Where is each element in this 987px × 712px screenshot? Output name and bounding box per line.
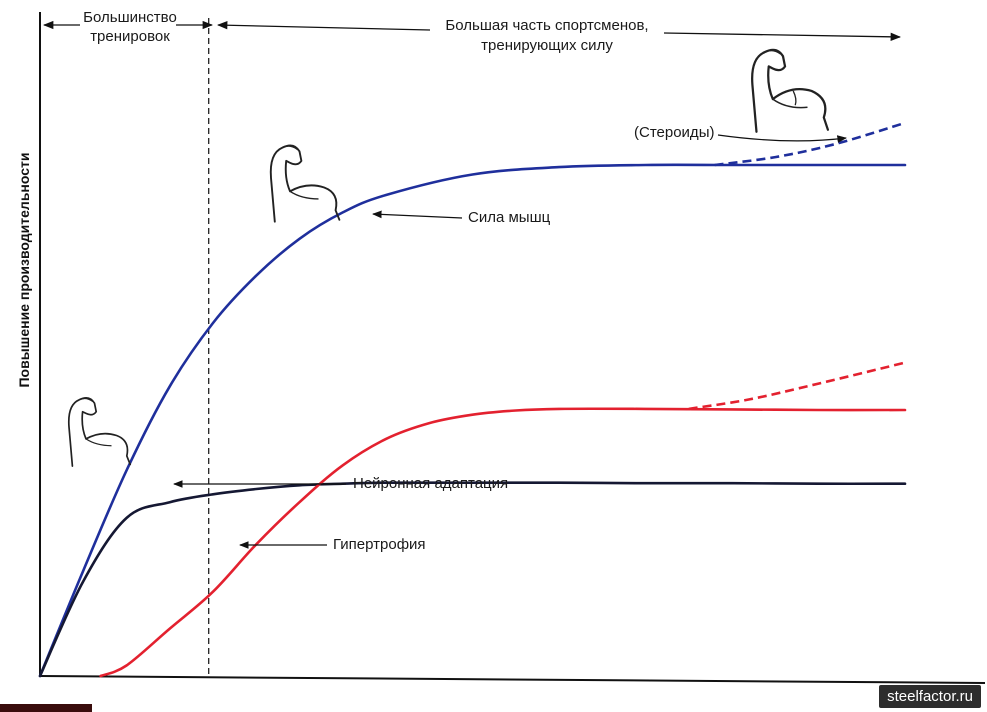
edge-bar <box>0 704 92 712</box>
steroids-label-arrow <box>717 134 847 143</box>
phase-early-label-2: тренировок <box>90 28 170 45</box>
projection-line-strength <box>714 121 906 167</box>
neural-label: Нейронная адаптация <box>353 475 508 492</box>
phase-late-arrow-left <box>216 21 431 31</box>
steroids-label: (Стероиды) <box>634 124 714 141</box>
series-line-neural <box>38 481 907 678</box>
flexed-arm-icon-medium <box>269 144 341 223</box>
strength-label-arrow <box>372 210 463 219</box>
flexed-arm-icon-large <box>751 48 830 133</box>
phase-early-label-1: Большинство <box>83 9 177 26</box>
phase-late-arrow-right <box>663 32 902 42</box>
y-axis-label: Повышение производительности <box>16 153 32 388</box>
x-axis <box>39 675 986 684</box>
hypertrophy-label: Гипертрофия <box>333 536 426 553</box>
flexed-arm-icon-small <box>67 397 132 467</box>
watermark: steelfactor.ru <box>879 685 981 708</box>
series-line-strength <box>38 163 907 678</box>
phase-late-label-2: тренирующих силу <box>481 37 613 54</box>
phase-late-label-1: Большая часть спортсменов, <box>445 17 648 34</box>
strength-label: Сила мышц <box>468 209 551 226</box>
series-line-hypertrophy <box>99 407 907 678</box>
projection-line-hypertrophy <box>688 361 906 411</box>
